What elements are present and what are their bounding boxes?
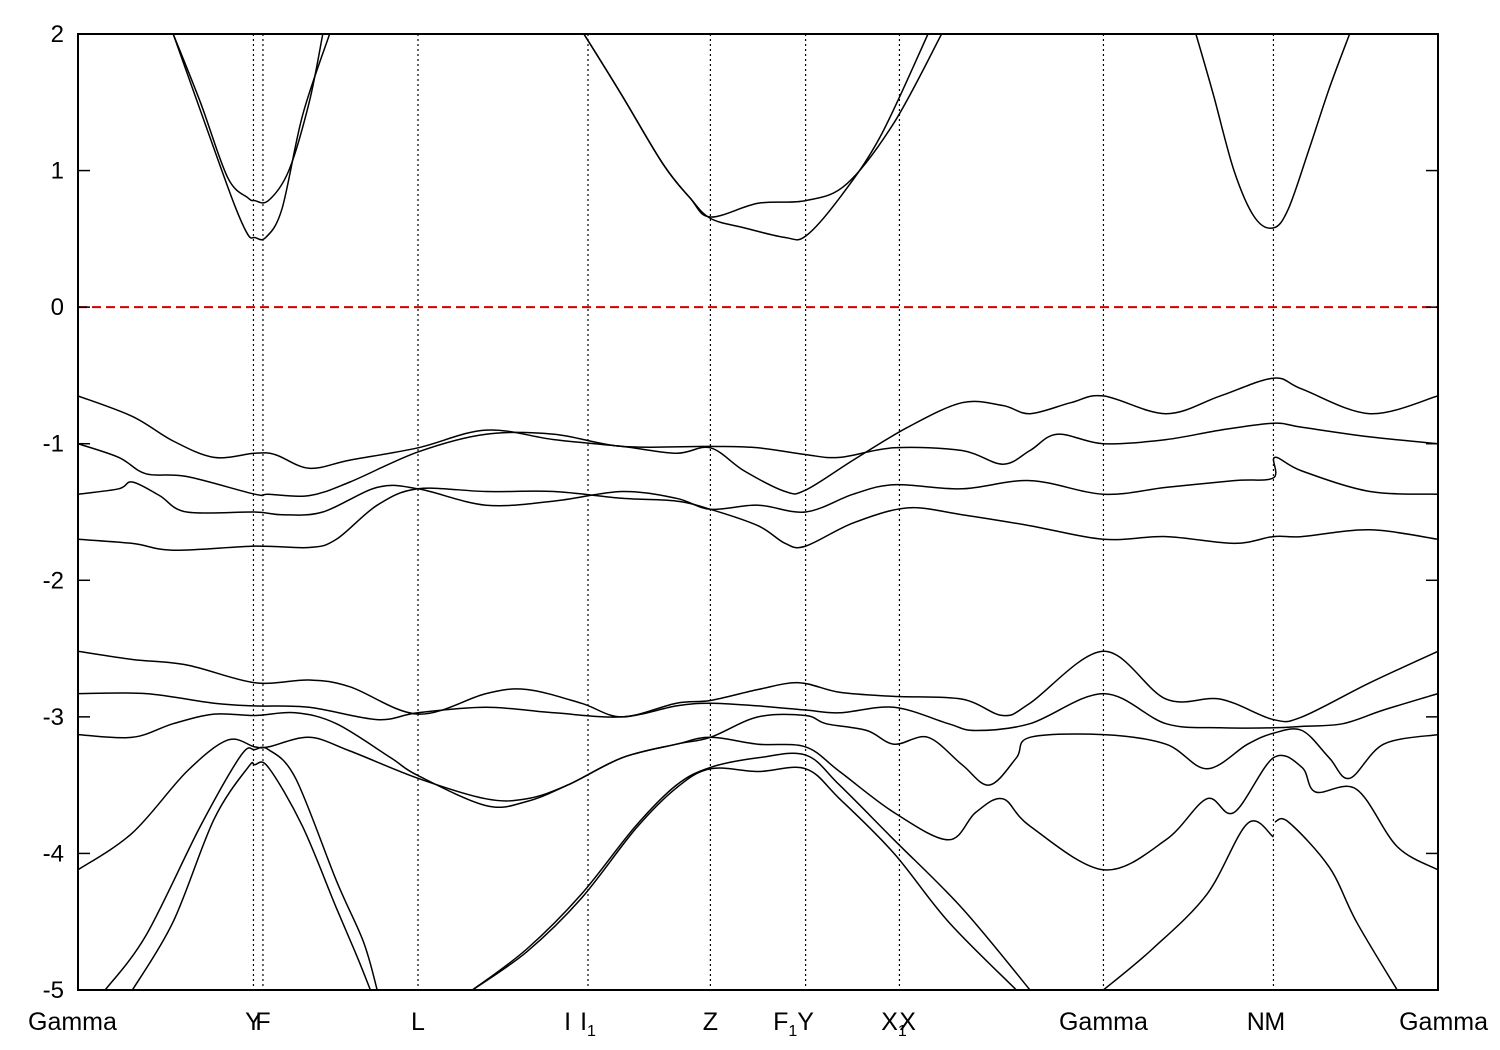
- xtick-label: Gamma: [1059, 1008, 1148, 1036]
- band-line-14: [104, 746, 378, 990]
- xtick-label: I1: [580, 1008, 596, 1040]
- xtick-label: Gamma: [28, 1008, 117, 1036]
- xtick-label: N: [1247, 1008, 1265, 1036]
- band-line-8: [78, 456, 1438, 516]
- xtick-label: Z: [703, 1008, 718, 1036]
- xtick-label: M: [1264, 1008, 1285, 1036]
- ytick-label: 1: [51, 158, 64, 185]
- kpoint-lines: [252, 34, 1275, 990]
- band-line-4: [583, 34, 943, 218]
- y-axis-ticks: 2 1 0 -1 -2 -3 -4 -5: [43, 21, 1438, 1004]
- band-line-12: [78, 711, 1438, 809]
- plot-frame: [77, 33, 1439, 991]
- band-line-7: [78, 422, 1438, 498]
- ytick-label: -5: [43, 977, 64, 1004]
- ytick-label: 0: [51, 294, 64, 321]
- ytick-label: -1: [43, 431, 64, 458]
- band-line-9: [78, 487, 1438, 551]
- band-line-2: [172, 34, 331, 241]
- xtick-label: X: [899, 1008, 916, 1036]
- band-line-6: [78, 377, 1438, 495]
- xtick-label: Y: [797, 1008, 814, 1036]
- ytick-label: -3: [43, 704, 64, 731]
- band-line-16: [471, 752, 1031, 990]
- xtick-label: F1: [773, 1008, 797, 1040]
- xtick-label: Gamma: [1399, 1008, 1488, 1036]
- band-line-18: [1102, 820, 1274, 990]
- xtick-label: Y: [245, 1008, 262, 1036]
- ytick-label: -2: [43, 567, 64, 594]
- band-line-5: [1195, 34, 1351, 229]
- band-line-13: [78, 736, 1438, 871]
- band-line-15: [131, 761, 372, 990]
- ytick-label: 2: [51, 21, 64, 48]
- ytick-label: -4: [43, 840, 64, 867]
- band-line-17: [471, 766, 1017, 990]
- x-axis-ticks: Gamma YF L I I1 Z F1 Y X1X Gamma N M Gamma: [28, 1008, 1488, 1040]
- xtick-label: X1: [881, 1008, 907, 1040]
- band-line-19: [1274, 817, 1398, 990]
- band-line-3: [583, 34, 929, 241]
- band-line-1: [172, 34, 324, 204]
- band-line-10: [78, 650, 1438, 723]
- band-line-11: [78, 692, 1438, 732]
- band-series: [78, 34, 1438, 990]
- xtick-label: I: [564, 1008, 571, 1036]
- xtick-label: F: [255, 1008, 270, 1036]
- xtick-label: L: [411, 1008, 425, 1036]
